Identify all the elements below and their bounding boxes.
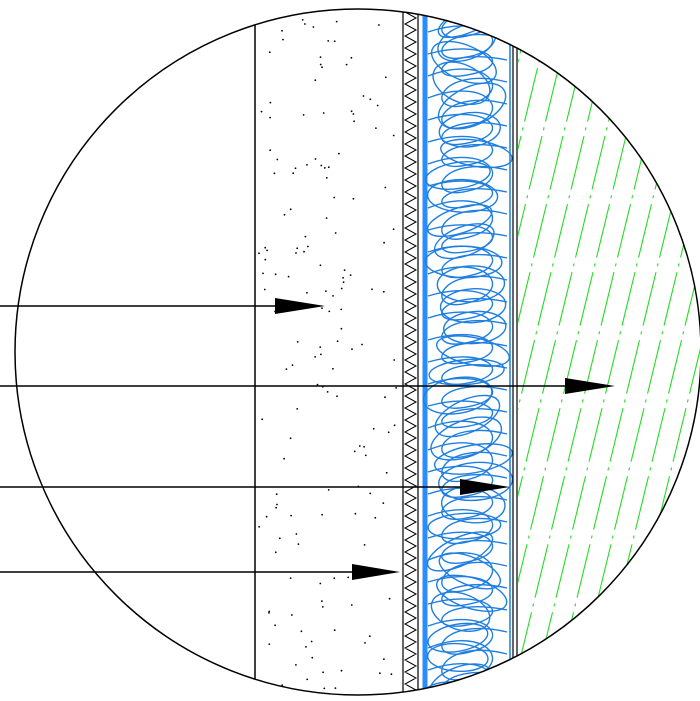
insulation-layer — [422, 9, 514, 695]
membrane-zigzag — [403, 9, 418, 695]
plaster-dot-hatch — [258, 18, 397, 690]
leader-arrows — [0, 298, 615, 580]
membrane-layer — [402, 9, 419, 695]
leader-arrow-plaster — [0, 298, 325, 314]
cladding-dash-hatch — [518, 9, 700, 695]
leader-arrow-membrane — [0, 564, 400, 580]
leader-arrow-cladding — [0, 378, 615, 394]
detail-circle — [14, 8, 700, 696]
insulation-loop-hatch — [422, 9, 514, 695]
leader-arrow-insulation — [0, 479, 510, 495]
plaster-layer — [254, 9, 397, 695]
